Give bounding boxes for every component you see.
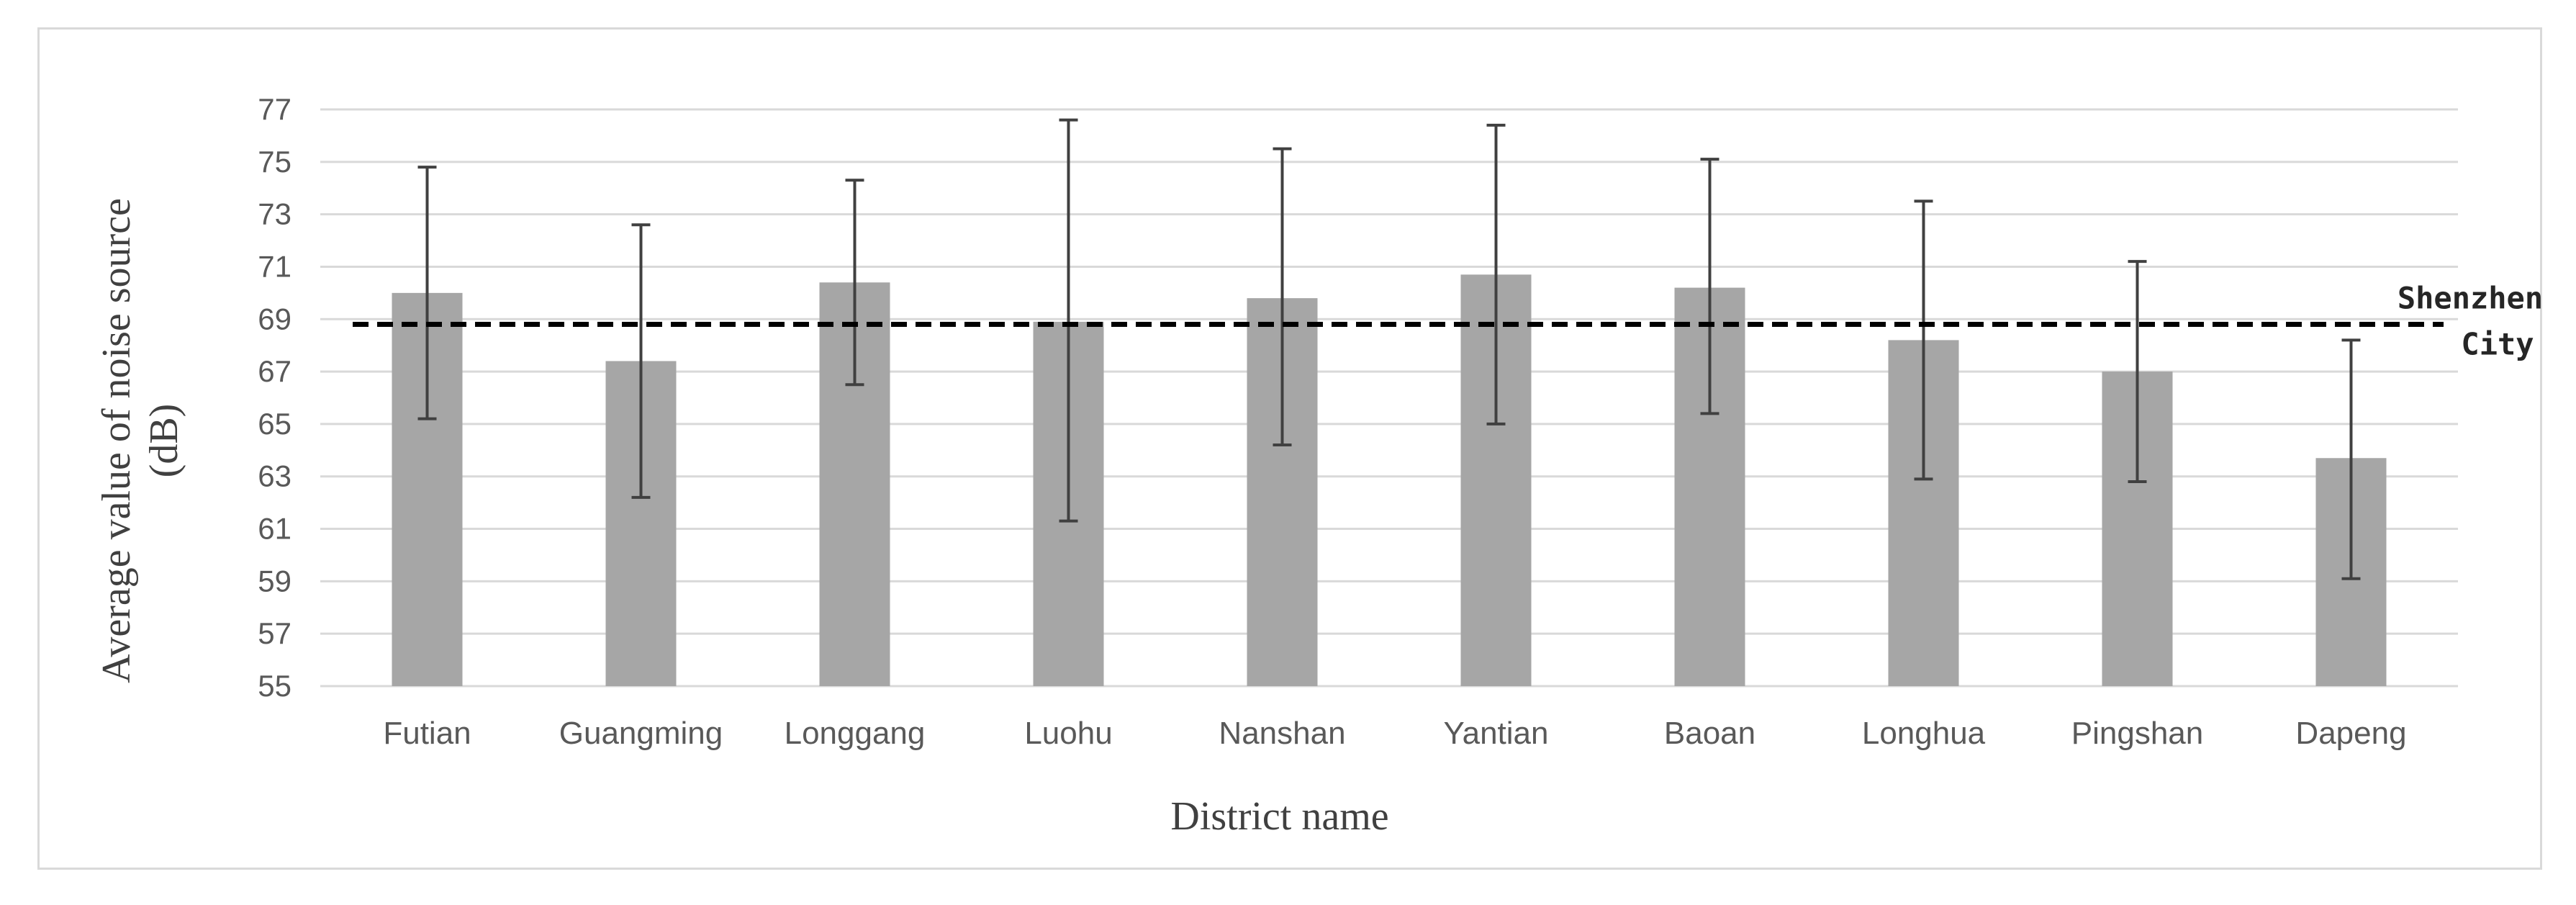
y-tick-label: 73 bbox=[258, 197, 292, 231]
y-axis-title: Average value of noise source (dB) bbox=[94, 198, 186, 683]
y-tick-label: 59 bbox=[258, 564, 292, 598]
y-tick-label: 77 bbox=[258, 92, 292, 126]
y-tick-label: 63 bbox=[258, 459, 292, 493]
y-tick-label: 57 bbox=[258, 616, 292, 650]
y-tick-label: 65 bbox=[258, 407, 292, 441]
y-axis-title-line1: Average value of noise source bbox=[94, 198, 139, 683]
error-bars bbox=[417, 118, 2361, 580]
x-tick-label: Baoan bbox=[1664, 716, 1755, 751]
x-tick-label: Longhua bbox=[1862, 716, 1986, 751]
y-axis-title-line2: (dB) bbox=[142, 404, 186, 478]
x-axis-title: District name bbox=[1170, 794, 1388, 839]
gridlines bbox=[320, 108, 2458, 688]
x-tick-label: Yantian bbox=[1444, 716, 1549, 751]
y-tick-labels: 55 57 59 61 63 65 67 69 71 73 75 77 bbox=[258, 92, 292, 703]
x-tick-labels: Futian Guangming Longgang Luohu Nanshan Yanti… bbox=[383, 716, 2406, 751]
bars bbox=[392, 274, 2387, 687]
x-tick-label: Pingshan bbox=[2071, 716, 2203, 751]
x-tick-label: Nanshan bbox=[1219, 716, 1345, 751]
y-tick-label: 75 bbox=[258, 145, 292, 179]
reference-label-line1: Shenzhen bbox=[2398, 281, 2543, 316]
reference-label-line2: City bbox=[2461, 327, 2534, 362]
y-tick-label: 55 bbox=[258, 669, 292, 703]
x-tick-label: Longgang bbox=[785, 716, 926, 751]
x-tick-label: Guangming bbox=[559, 716, 723, 751]
x-tick-label: Futian bbox=[383, 716, 471, 751]
y-tick-label: 67 bbox=[258, 354, 292, 388]
x-tick-label: Luohu bbox=[1024, 716, 1112, 751]
y-tick-label: 61 bbox=[258, 512, 292, 546]
y-tick-label: 69 bbox=[258, 302, 292, 336]
reference-line-group: Shenzhen City bbox=[353, 281, 2543, 362]
x-tick-label: Dapeng bbox=[2295, 716, 2406, 751]
y-tick-label: 71 bbox=[258, 249, 292, 283]
